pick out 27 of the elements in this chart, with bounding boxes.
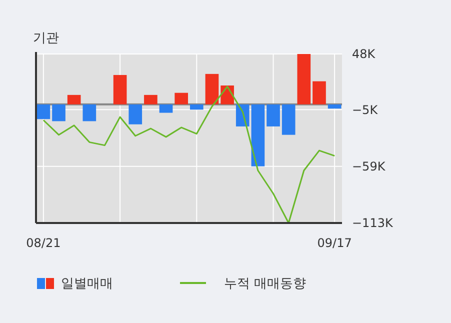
line-series: [42, 86, 336, 224]
bar: [282, 104, 296, 135]
bar: [113, 74, 127, 104]
chart-title: 기관: [33, 31, 59, 46]
bar: [190, 104, 204, 110]
legend-label: 누적 매매동향: [224, 276, 306, 292]
y-tick-label: 48K: [352, 47, 376, 62]
y-tick-label: −5K: [352, 102, 379, 117]
bar: [205, 74, 219, 104]
bar: [52, 104, 66, 122]
legend-label: 일별매매: [61, 276, 113, 292]
x-tick-label: 08/21: [26, 236, 61, 250]
y-tick-label: −59K: [352, 160, 386, 174]
bar: [159, 104, 173, 113]
bar: [128, 104, 142, 124]
bar: [312, 81, 326, 104]
bar: [67, 94, 81, 104]
bar: [266, 104, 280, 126]
bar: [174, 92, 188, 104]
bar: [328, 104, 342, 109]
bar: [297, 54, 311, 104]
bar: [82, 104, 96, 122]
bar: [144, 94, 158, 104]
bar: [36, 104, 50, 120]
bar: [251, 104, 265, 166]
y-tick-label: −113K: [352, 216, 394, 230]
x-tick-label: 09/17: [317, 236, 352, 250]
